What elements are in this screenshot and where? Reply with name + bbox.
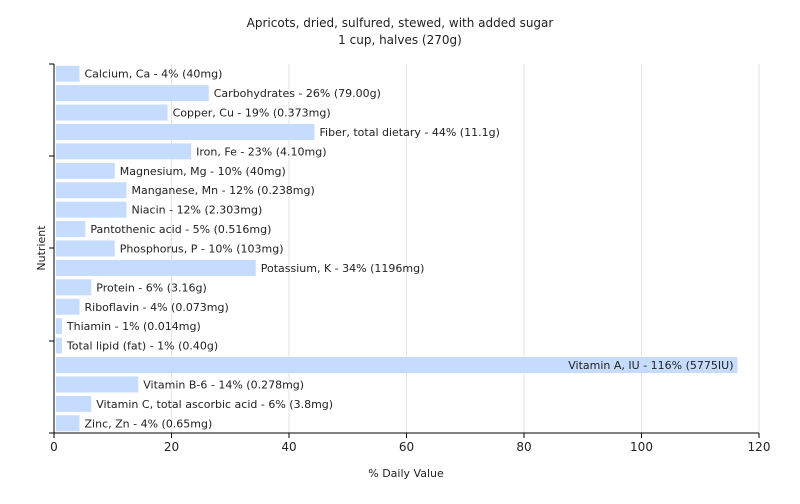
bar-label: Zinc, Zn - 4% (0.65mg) <box>85 417 213 430</box>
bar <box>56 376 139 393</box>
bar-label: Vitamin B-6 - 14% (0.278mg) <box>143 378 304 391</box>
bar <box>56 279 92 296</box>
axes: 0 20 40 60 80 100 120 <box>49 63 771 454</box>
bar <box>56 395 92 412</box>
x-tick-label: 120 <box>748 440 771 454</box>
bar-label: Iron, Fe - 23% (4.10mg) <box>196 145 326 158</box>
bar-label: Manganese, Mn - 12% (0.238mg) <box>132 184 315 197</box>
bar-label: Thiamin - 1% (0.014mg) <box>66 320 201 333</box>
x-tick-label: 80 <box>516 440 531 454</box>
bar-label: Potassium, K - 34% (1196mg) <box>261 262 425 275</box>
bar <box>56 143 192 160</box>
bar <box>56 123 315 140</box>
bar <box>56 357 738 374</box>
bars: Calcium, Ca - 4% (40mg) Carbohydrates - 2… <box>56 65 738 432</box>
bar <box>56 65 80 82</box>
chart-title: Apricots, dried, sulfured, stewed, with … <box>247 16 554 30</box>
bar <box>56 221 86 238</box>
bar <box>56 337 62 354</box>
bar <box>56 415 80 432</box>
bar <box>56 298 80 315</box>
bar-label: Fiber, total dietary - 44% (11.1g) <box>320 126 500 139</box>
bar-label: Phosphorus, P - 10% (103mg) <box>120 243 284 256</box>
bar-label: Riboflavin - 4% (0.073mg) <box>85 301 229 314</box>
x-tick-label: 20 <box>164 440 179 454</box>
bar <box>56 85 209 102</box>
y-axis-label: Nutrient <box>35 225 48 271</box>
x-tick-label: 60 <box>399 440 414 454</box>
x-tick-label: 40 <box>281 440 296 454</box>
bar-label: Calcium, Ca - 4% (40mg) <box>85 68 223 81</box>
bar <box>56 182 127 199</box>
bar-label: Vitamin C, total ascorbic acid - 6% (3.8… <box>96 398 333 411</box>
x-tick-label: 0 <box>50 440 58 454</box>
bar <box>56 318 62 335</box>
bar-label: Total lipid (fat) - 1% (0.40g) <box>66 340 218 353</box>
chart-subtitle: 1 cup, halves (270g) <box>338 33 462 47</box>
bar <box>56 240 115 257</box>
bar <box>56 104 168 121</box>
x-axis-label: % Daily Value <box>368 467 444 480</box>
bar-label: Vitamin A, IU - 116% (5775IU) <box>568 359 733 372</box>
bar-label: Niacin - 12% (2.303mg) <box>132 204 263 217</box>
bar <box>56 201 127 218</box>
bar <box>56 162 115 179</box>
bar-label: Pantothenic acid - 5% (0.516mg) <box>90 223 271 236</box>
x-tick-label: 100 <box>630 440 653 454</box>
bar-label: Copper, Cu - 19% (0.373mg) <box>173 107 331 120</box>
bar-label: Carbohydrates - 26% (79.00g) <box>214 87 381 100</box>
bar <box>56 259 256 276</box>
bar-label: Magnesium, Mg - 10% (40mg) <box>120 165 286 178</box>
bar-label: Protein - 6% (3.16g) <box>96 281 207 294</box>
